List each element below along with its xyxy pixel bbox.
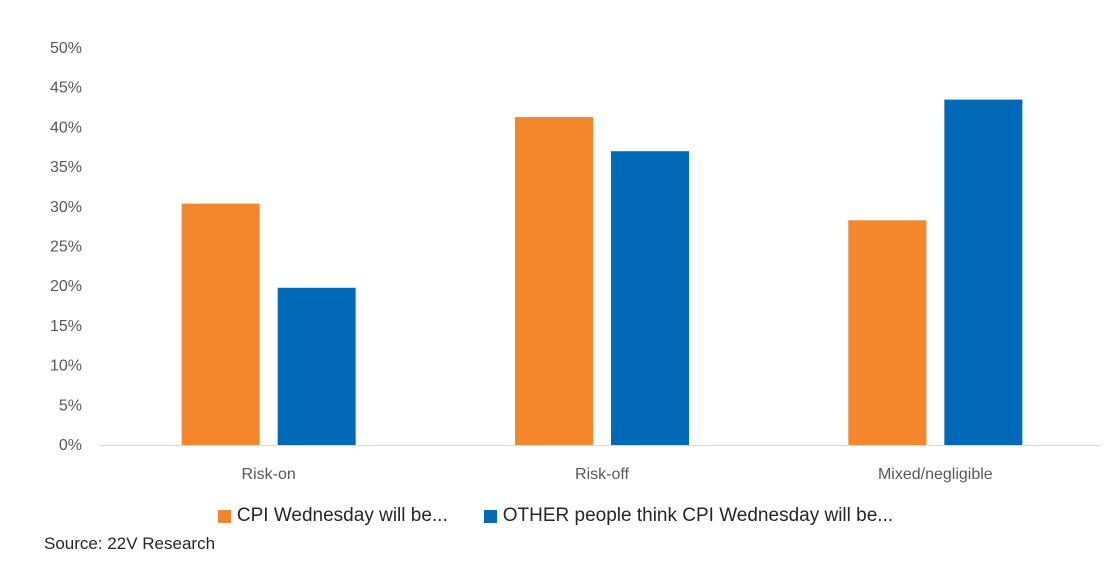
bar-series-1-category-1 xyxy=(181,203,260,445)
legend: CPI Wednesday will be... OTHER people th… xyxy=(0,503,1111,529)
bar-series-1-category-2 xyxy=(515,117,593,445)
x-axis: Risk-on Risk-off Mixed/negligible xyxy=(242,466,993,483)
y-tick-label: 50% xyxy=(50,40,82,57)
legend-item-series-1: CPI Wednesday will be... xyxy=(217,505,448,527)
y-tick-label: 30% xyxy=(50,199,82,216)
legend-label-series-1: CPI Wednesday will be... xyxy=(236,505,448,526)
bar-series-2-category-2 xyxy=(611,151,689,445)
bar-series-2-category-1 xyxy=(277,287,356,445)
y-tick-label: 0% xyxy=(59,437,82,454)
legend-item-series-2: OTHER people think CPI Wednesday will be… xyxy=(483,505,894,527)
x-category-label: Mixed/negligible xyxy=(878,466,993,483)
bar-series-1-category-3 xyxy=(848,220,927,445)
legend-swatch-series-1 xyxy=(217,509,231,523)
bar-chart: 0%5%10%15%20%25%30%35%40%45%50% Risk-on R… xyxy=(50,40,1100,483)
x-category-label: Risk-off xyxy=(575,466,629,483)
y-tick-label: 10% xyxy=(50,358,82,375)
y-tick-label: 15% xyxy=(50,318,82,335)
y-axis: 0% 5% 10% 15% 20% 25% 30% 35% 40% 45% 50% xyxy=(50,40,82,454)
bar-series-2-category-3 xyxy=(944,99,1023,446)
legend-swatch-series-2 xyxy=(483,509,497,523)
y-tick-label: 25% xyxy=(50,239,82,256)
y-tick-label: 20% xyxy=(50,278,82,295)
x-category-label: Risk-on xyxy=(242,466,296,483)
legend-label-series-2: OTHER people think CPI Wednesday will be… xyxy=(502,505,894,526)
y-tick-label: 45% xyxy=(50,80,82,97)
y-tick-label: 40% xyxy=(50,119,82,136)
y-tick-label: 5% xyxy=(59,397,82,414)
y-tick-label: 35% xyxy=(50,159,82,176)
source-note: Source: 22V Research xyxy=(44,534,216,553)
bars xyxy=(181,99,1023,446)
